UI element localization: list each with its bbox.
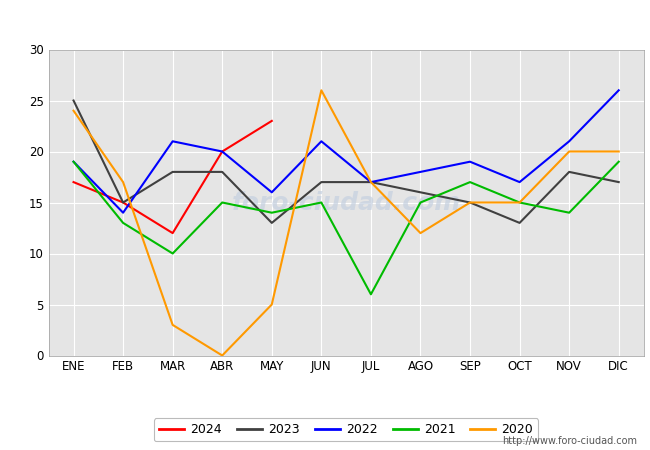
Text: Matriculaciones de Vehiculos en Náquera: Matriculaciones de Vehiculos en Náquera [154, 13, 496, 32]
Legend: 2024, 2023, 2022, 2021, 2020: 2024, 2023, 2022, 2021, 2020 [154, 418, 538, 441]
Text: http://www.foro-ciudad.com: http://www.foro-ciudad.com [502, 436, 637, 446]
Text: foro-ciudad.com: foro-ciudad.com [231, 190, 461, 215]
